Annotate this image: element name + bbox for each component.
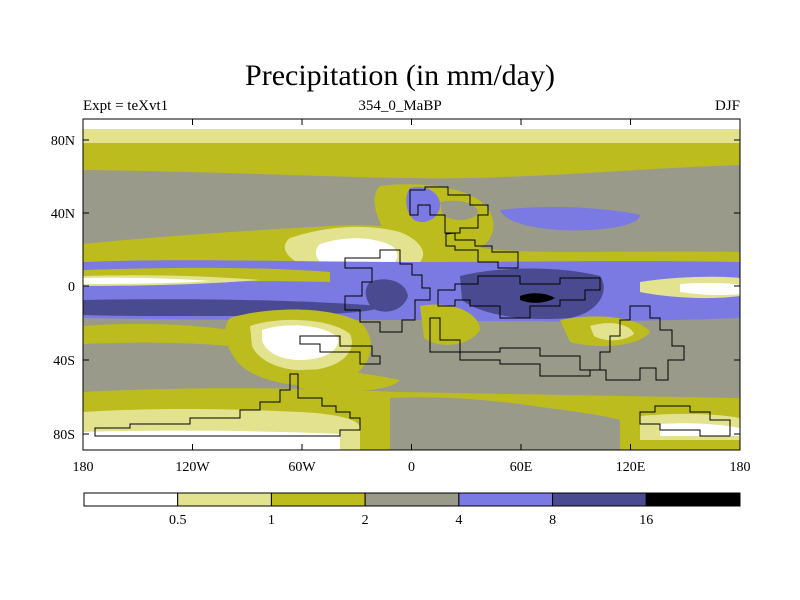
outline-southern-block [429, 305, 685, 381]
x-tick-label: 60W [288, 460, 316, 475]
y-tick-label: 80S [53, 428, 75, 443]
field-extreme-wet [520, 293, 555, 303]
colorbar-box [458, 492, 554, 507]
outline-south-east-block [639, 405, 731, 437]
field-south-indian-light [590, 323, 634, 341]
field-sahara-white [315, 238, 398, 268]
field-north-band [83, 143, 740, 179]
continent-outlines [94, 186, 731, 437]
field-south-gray-patch [390, 397, 620, 450]
outline-mid-block [445, 232, 519, 269]
colorbar-border [83, 492, 741, 507]
y-tick-marks [83, 139, 740, 435]
outline-central-block [437, 275, 601, 319]
field-asia-wet [500, 207, 640, 231]
outline-west-block [344, 249, 431, 333]
colorbar-label: 0.5 [169, 513, 187, 528]
field-north-polar-light [83, 129, 740, 143]
y-tick-label: 0 [68, 280, 75, 295]
field-south-atlantic-dry [420, 304, 480, 345]
colorbar-box [177, 492, 272, 507]
colorbar-label: 8 [549, 513, 556, 528]
experiment-label: Expt = teXvt1 [83, 98, 169, 114]
colorbar: 0.5 1 2 4 8 16 [83, 492, 741, 528]
x-tick-label: 120W [175, 460, 210, 475]
field-equatorial-white-strip [83, 277, 210, 284]
x-tick-marks [82, 119, 741, 450]
y-tick-label: 80N [51, 134, 75, 149]
plot-title: Precipitation (in mm/day) [245, 59, 555, 92]
colorbar-labels: 0.5 1 2 4 8 16 [169, 513, 653, 528]
colorbar-box [552, 492, 647, 507]
field-east-pacific-white [680, 282, 740, 296]
x-tick-label: 180 [73, 460, 94, 475]
y-tick-label: 40S [53, 354, 75, 369]
x-tick-label: 120E [616, 460, 646, 475]
season-label: DJF [714, 98, 740, 114]
x-tick-label: 0 [408, 460, 415, 475]
field-med-gray [440, 200, 479, 220]
colorbar-label: 2 [362, 513, 369, 528]
outline-south-west-block [94, 373, 361, 437]
colorbar-label: 1 [268, 513, 275, 528]
colorbar-box [83, 492, 179, 507]
x-tick-labels: 180 120W 60W 0 60E 120E 180 [73, 460, 751, 475]
field-antarctic-white [83, 430, 340, 450]
precipitation-field [83, 119, 740, 450]
time-slice-label: 354_0_MaBP [358, 98, 442, 114]
colorbar-box [645, 492, 741, 507]
colorbar-box [270, 492, 366, 507]
colorbar-label: 16 [639, 513, 653, 528]
y-tick-labels: 80N 40N 0 40S 80S [51, 134, 75, 443]
outline-northern-block [409, 186, 489, 234]
x-tick-label: 180 [730, 460, 751, 475]
outline-small-southern-block [299, 335, 381, 365]
colorbar-box [364, 492, 460, 507]
x-tick-label: 60E [510, 460, 533, 475]
colorbar-boxes [83, 492, 741, 507]
colorbar-label: 4 [455, 513, 462, 528]
field-south-america-wet [365, 279, 408, 312]
field-south-midlat-dry [280, 369, 400, 392]
y-tick-label: 40N [51, 207, 75, 222]
field-europe-wet [406, 186, 440, 223]
field-west-dry-strip [83, 323, 230, 346]
